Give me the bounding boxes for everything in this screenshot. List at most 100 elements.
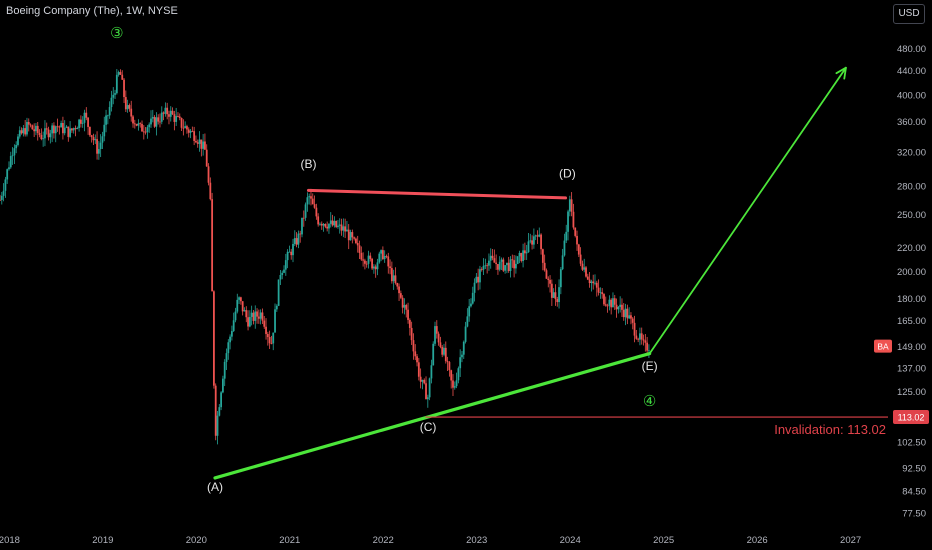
candle-body bbox=[347, 229, 350, 241]
candle-body bbox=[275, 305, 278, 310]
candle-body bbox=[304, 204, 307, 218]
candle-body bbox=[36, 125, 39, 133]
candle-body bbox=[22, 128, 25, 134]
candle-body bbox=[243, 310, 246, 312]
candle-body bbox=[362, 259, 365, 261]
invalidation-price-tag[interactable] bbox=[893, 410, 929, 425]
candle-body bbox=[504, 265, 507, 271]
candle-body bbox=[132, 116, 134, 124]
candle-body bbox=[570, 199, 573, 212]
candle-body bbox=[124, 97, 127, 110]
candle-body bbox=[423, 379, 426, 384]
candle-body bbox=[322, 223, 325, 226]
candle-body bbox=[545, 270, 548, 279]
candle-body bbox=[416, 356, 418, 363]
candle-body bbox=[610, 299, 613, 308]
last-price-tag[interactable] bbox=[874, 339, 892, 353]
candle-body bbox=[56, 126, 59, 128]
candle-body bbox=[106, 115, 109, 117]
candle-body bbox=[130, 108, 133, 117]
candle-body bbox=[290, 251, 293, 256]
candle-body bbox=[53, 125, 55, 134]
candle-body bbox=[639, 333, 641, 340]
candle-body bbox=[383, 255, 386, 260]
candle-body bbox=[178, 116, 181, 118]
candle-body bbox=[281, 272, 284, 275]
time-axis-label: 2027 bbox=[840, 535, 861, 546]
support-trendline bbox=[213, 351, 652, 480]
candle-body bbox=[85, 112, 88, 118]
candle-body bbox=[328, 223, 330, 229]
price-axis-label: 400.00 bbox=[897, 90, 926, 101]
price-axis-label: 360.00 bbox=[897, 117, 926, 128]
candle-body bbox=[516, 256, 519, 264]
candle-body bbox=[621, 304, 623, 310]
candle-body bbox=[153, 116, 156, 127]
candle-body bbox=[2, 190, 5, 196]
candle-body bbox=[414, 351, 417, 357]
candle-body bbox=[216, 415, 219, 436]
candle-body bbox=[396, 282, 399, 287]
candle-body bbox=[412, 340, 415, 352]
candle-body bbox=[283, 269, 285, 273]
resistance-trendline bbox=[306, 188, 568, 200]
candle-body bbox=[331, 220, 334, 226]
candle-body bbox=[592, 281, 595, 284]
candle-body bbox=[26, 121, 28, 135]
price-axis-label: 480.00 bbox=[897, 44, 926, 55]
candle-body bbox=[583, 267, 586, 270]
wave-label-d: (D) bbox=[559, 167, 576, 181]
candle-body bbox=[180, 117, 183, 128]
candle-body bbox=[534, 235, 537, 237]
candle-body bbox=[547, 278, 550, 281]
candle-body bbox=[360, 252, 363, 260]
wave-marker: ④ bbox=[643, 393, 656, 410]
candle-body bbox=[133, 123, 136, 125]
candle-body bbox=[35, 125, 37, 132]
candle-body bbox=[364, 260, 366, 264]
candle-body bbox=[229, 336, 231, 343]
candle-body bbox=[381, 250, 384, 260]
time-axis-label: 2020 bbox=[186, 535, 207, 546]
candle-body bbox=[568, 199, 571, 212]
candle-body bbox=[599, 292, 602, 294]
candle-body bbox=[642, 339, 645, 341]
candle-body bbox=[320, 223, 323, 226]
currency-button[interactable]: USD bbox=[893, 4, 925, 24]
candle-body bbox=[399, 293, 402, 298]
candle-body bbox=[464, 326, 467, 342]
candle-body bbox=[473, 282, 476, 293]
candle-body bbox=[565, 231, 568, 241]
candle-body bbox=[502, 259, 505, 271]
candle-body bbox=[637, 338, 640, 340]
candle-body bbox=[337, 225, 339, 227]
candle-body bbox=[470, 303, 472, 307]
candle-body bbox=[187, 129, 190, 133]
candle-body bbox=[123, 79, 125, 98]
candle-body bbox=[72, 128, 75, 131]
candle-body bbox=[342, 226, 345, 231]
candle-body bbox=[378, 253, 381, 263]
candle-body bbox=[261, 312, 264, 321]
price-axis-label: 149.00 bbox=[897, 342, 926, 353]
candle-body bbox=[65, 126, 68, 128]
candle-body bbox=[622, 309, 625, 318]
candle-body bbox=[554, 292, 557, 300]
time-axis-label: 2019 bbox=[92, 535, 113, 546]
price-axis-label: 220.00 bbox=[897, 243, 926, 254]
candle-body bbox=[299, 233, 302, 235]
candle-body bbox=[489, 255, 492, 261]
candle-body bbox=[612, 298, 614, 308]
candle-body bbox=[319, 223, 321, 225]
candle-body bbox=[265, 326, 267, 334]
candle-body bbox=[24, 128, 27, 135]
candle-body bbox=[628, 315, 631, 319]
candle-body bbox=[44, 128, 46, 139]
candle-body bbox=[640, 333, 643, 340]
candle-body bbox=[121, 74, 124, 80]
wave-label-e: (E) bbox=[642, 359, 658, 373]
candle-body bbox=[79, 119, 82, 124]
candle-body bbox=[81, 122, 84, 124]
